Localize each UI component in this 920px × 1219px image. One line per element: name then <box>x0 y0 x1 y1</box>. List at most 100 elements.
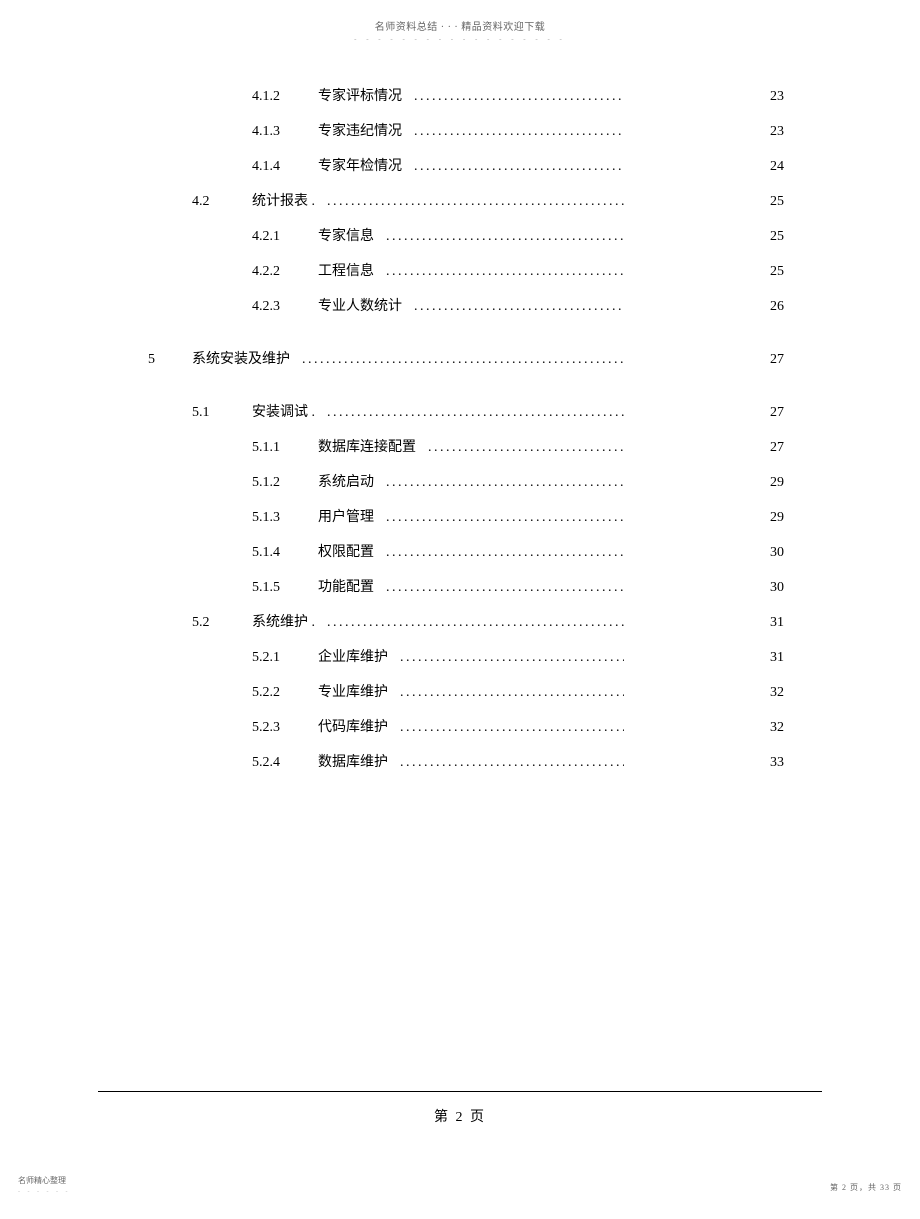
toc-title: 专家信息 <box>318 219 374 254</box>
toc-title: 数据库连接配置 <box>318 430 416 465</box>
toc-leader-dots: ........................................… <box>374 500 624 535</box>
toc-row: 5.1.4权限配置...............................… <box>148 535 784 570</box>
toc-title: 功能配置 <box>318 570 374 605</box>
toc-row: 4.2.1专家信息...............................… <box>148 219 784 254</box>
toc-subsection-number: 4.2.1 <box>252 219 318 254</box>
toc-title: 代码库维护 <box>318 710 388 745</box>
toc-row: 5.1.1数据库连接配置............................… <box>148 430 784 465</box>
table-of-contents: 4.1.2专家评标情况.............................… <box>0 79 920 780</box>
toc-title: 系统启动 <box>318 465 374 500</box>
toc-leader-dots: ........................................… <box>315 184 624 219</box>
toc-title: 专家违纪情况 <box>318 114 402 149</box>
toc-subsection-number: 4.1.4 <box>252 149 318 184</box>
toc-leader-dots: ........................................… <box>388 640 624 675</box>
toc-title: 专业人数统计 <box>318 289 402 324</box>
toc-row: 5.2.3代码库维护..............................… <box>148 710 784 745</box>
toc-row: 5.1.3用户管理...............................… <box>148 500 784 535</box>
toc-title: 权限配置 <box>318 535 374 570</box>
toc-leader-dots: ........................................… <box>315 395 624 430</box>
header-subtitle-dots: - - - - - - - - - - - - - - - - - - <box>0 35 920 43</box>
bottom-left-dots: - - - - - - <box>18 1189 71 1195</box>
toc-row: 5.1.2系统启动...............................… <box>148 465 784 500</box>
toc-row: 5.2系统维护 ................................… <box>148 605 784 640</box>
toc-page-number: 31 <box>624 640 784 675</box>
header-title: 名师资料总结 · · · 精品资料欢迎下载 <box>0 18 920 33</box>
toc-row: 4.2统计报表 ................................… <box>148 184 784 219</box>
toc-section-number: 5.2 <box>192 605 252 640</box>
toc-title: 系统安装及维护 <box>192 342 290 377</box>
toc-subsection-number: 5.1.3 <box>252 500 318 535</box>
toc-row: 4.1.4专家年检情况.............................… <box>148 149 784 184</box>
toc-leader-dots: ........................................… <box>388 710 624 745</box>
document-header: 名师资料总结 · · · 精品资料欢迎下载 - - - - - - - - - … <box>0 0 920 43</box>
toc-page-number: 27 <box>624 395 784 430</box>
toc-subsection-number: 4.2.3 <box>252 289 318 324</box>
toc-subsection-number: 5.1.5 <box>252 570 318 605</box>
toc-leader-dots: ........................................… <box>374 219 624 254</box>
bottom-left-text: 名师精心整理 <box>18 1176 66 1185</box>
toc-subsection-number: 4.1.3 <box>252 114 318 149</box>
toc-title: 用户管理 <box>318 500 374 535</box>
toc-leader-dots: ........................................… <box>402 289 624 324</box>
toc-leader-dots: ........................................… <box>388 675 624 710</box>
toc-title: 系统维护 . <box>252 605 315 640</box>
toc-page-number: 27 <box>624 430 784 465</box>
toc-row: 5.2.2专业库维护..............................… <box>148 675 784 710</box>
toc-page-number: 26 <box>624 289 784 324</box>
toc-leader-dots: ........................................… <box>374 535 624 570</box>
toc-row: 5.2.4数据库维护..............................… <box>148 745 784 780</box>
toc-title: 专家年检情况 <box>318 149 402 184</box>
toc-page-number: 31 <box>624 605 784 640</box>
toc-subsection-number: 5.2.4 <box>252 745 318 780</box>
toc-row: 4.1.3专家违纪情况.............................… <box>148 114 784 149</box>
toc-title: 专家评标情况 <box>318 79 402 114</box>
toc-page-number: 25 <box>624 219 784 254</box>
toc-subsection-number: 5.2.1 <box>252 640 318 675</box>
toc-row: 4.2.3专业人数统计.............................… <box>148 289 784 324</box>
toc-page-number: 23 <box>624 79 784 114</box>
toc-page-number: 30 <box>624 535 784 570</box>
toc-row: 5.1安装调试 ................................… <box>148 395 784 430</box>
toc-leader-dots: ........................................… <box>315 605 624 640</box>
toc-page-number: 32 <box>624 675 784 710</box>
toc-title: 专业库维护 <box>318 675 388 710</box>
page-footer: 第 2 页 <box>0 1091 920 1126</box>
toc-page-number: 33 <box>624 745 784 780</box>
toc-leader-dots: ........................................… <box>388 745 624 780</box>
toc-page-number: 30 <box>624 570 784 605</box>
toc-subsection-number: 5.2.3 <box>252 710 318 745</box>
toc-title: 工程信息 <box>318 254 374 289</box>
toc-subsection-number: 4.2.2 <box>252 254 318 289</box>
toc-title: 统计报表 . <box>252 184 315 219</box>
toc-leader-dots: ........................................… <box>402 149 624 184</box>
toc-page-number: 29 <box>624 500 784 535</box>
toc-title: 企业库维护 <box>318 640 388 675</box>
toc-subsection-number: 5.2.2 <box>252 675 318 710</box>
toc-subsection-number: 5.1.2 <box>252 465 318 500</box>
footer-page-number: 第 2 页 <box>0 1106 920 1126</box>
bottom-left-note: 名师精心整理 - - - - - - <box>18 1175 71 1195</box>
toc-row: 4.2.2工程信息...............................… <box>148 254 784 289</box>
footer-rule <box>98 1091 822 1092</box>
toc-page-number: 27 <box>624 342 784 377</box>
toc-page-number: 25 <box>624 254 784 289</box>
toc-title: 安装调试 . <box>252 395 315 430</box>
toc-row: 5.2.1企业库维护..............................… <box>148 640 784 675</box>
toc-leader-dots: ........................................… <box>416 430 624 465</box>
toc-subsection-number: 5.1.4 <box>252 535 318 570</box>
toc-leader-dots: ........................................… <box>374 254 624 289</box>
toc-page-number: 32 <box>624 710 784 745</box>
bottom-right-page-info: 第 2 页，共 33 页 <box>830 1182 902 1193</box>
toc-page-number: 23 <box>624 114 784 149</box>
toc-section-number: 4.2 <box>192 184 252 219</box>
toc-row: 4.1.2专家评标情况.............................… <box>148 79 784 114</box>
toc-leader-dots: ........................................… <box>402 114 624 149</box>
toc-page-number: 24 <box>624 149 784 184</box>
toc-subsection-number: 5.1.1 <box>252 430 318 465</box>
toc-section-number: 5.1 <box>192 395 252 430</box>
toc-subsection-number: 4.1.2 <box>252 79 318 114</box>
toc-chapter-number: 5 <box>148 342 192 377</box>
toc-page-number: 25 <box>624 184 784 219</box>
toc-title: 数据库维护 <box>318 745 388 780</box>
toc-leader-dots: ........................................… <box>374 465 624 500</box>
